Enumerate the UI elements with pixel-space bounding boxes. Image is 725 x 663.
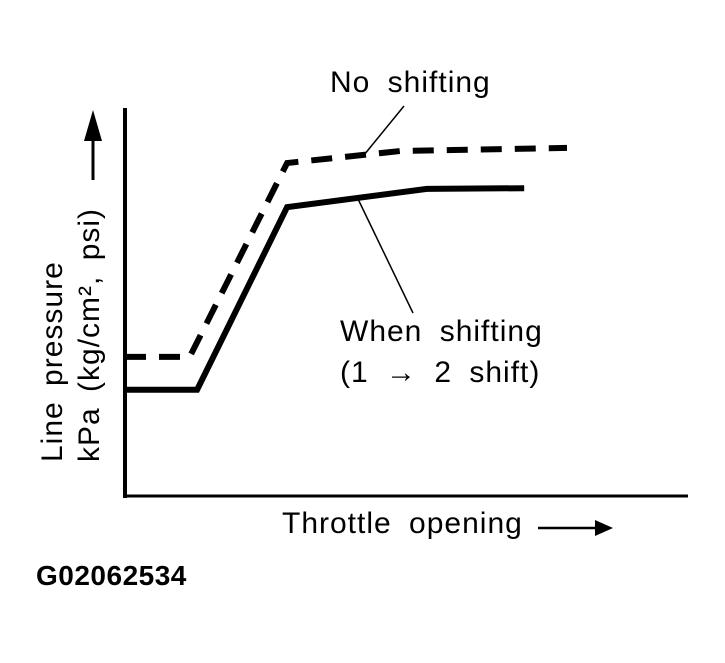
- series-line-dashed: [125, 144, 568, 360]
- leader-line-no-shifting: [363, 105, 405, 156]
- leader-line-when-shifting: [357, 198, 414, 314]
- series-label-when-shifting-line2: (1 → 2 shift): [340, 356, 541, 389]
- y-axis-label-line2: kPa (kg/cm², psi): [73, 207, 106, 462]
- series-layer: [125, 144, 568, 393]
- series-line-solid: [125, 185, 525, 393]
- series-label-when-shifting-line1: When shifting: [340, 315, 543, 348]
- y-axis-label-line1: Line pressure: [36, 261, 69, 462]
- x-axis-label: Throttle opening: [282, 507, 523, 540]
- x-axis-arrow-icon: [595, 520, 613, 536]
- figure-id: G02062534: [36, 560, 187, 591]
- y-axis-arrow-icon: [84, 110, 102, 141]
- series-label-when-shifting: When shifting (1 → 2 shift): [340, 311, 543, 393]
- y-axis-label: Line pressure kPa (kg/cm², psi): [34, 208, 108, 462]
- series-label-no-shifting: No shifting: [330, 66, 491, 99]
